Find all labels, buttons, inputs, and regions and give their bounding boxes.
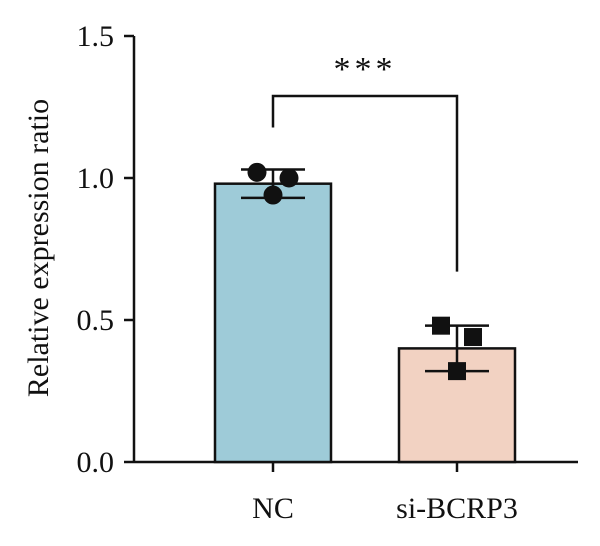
x-tick-label: si-BCRP3 [396, 492, 518, 525]
data-point [448, 362, 466, 381]
bar-nc [213, 182, 333, 464]
data-point [279, 168, 299, 188]
significance-label: *** [334, 51, 397, 88]
data-point [464, 328, 482, 347]
y-axis-label: Relative expression ratio [22, 99, 55, 397]
y-tick-label: 0.5 [77, 304, 115, 337]
plot-area: 0.0 0.5 1.0 1.5 NC si-BCRP3 [77, 20, 578, 525]
y-tick-label: 0.0 [77, 446, 115, 479]
data-point [432, 316, 450, 335]
x-tick-label: NC [252, 492, 294, 525]
y-tick-label: 1.0 [77, 162, 115, 195]
data-point [247, 162, 267, 182]
y-tick-label: 1.5 [77, 20, 115, 53]
data-point [263, 185, 283, 205]
significance-bracket [271, 94, 459, 272]
